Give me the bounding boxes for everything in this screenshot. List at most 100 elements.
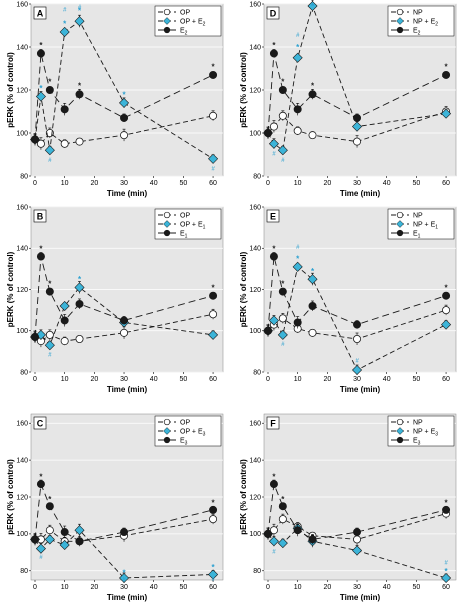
x-tick-label: 0 bbox=[266, 180, 270, 187]
data-point bbox=[44, 340, 55, 351]
legend-label: NP bbox=[413, 420, 423, 427]
data-point bbox=[268, 536, 279, 547]
x-tick-label: 10 bbox=[294, 180, 302, 187]
data-point bbox=[278, 86, 287, 95]
data-point bbox=[263, 529, 272, 538]
data-point bbox=[36, 252, 45, 261]
y-tick-label: 120 bbox=[16, 494, 28, 501]
data-point bbox=[208, 153, 219, 164]
significance-marker: # bbox=[211, 166, 215, 172]
legend-marker bbox=[396, 229, 404, 237]
legend-subscript: 2 bbox=[203, 21, 206, 27]
x-tick-label: 50 bbox=[179, 376, 187, 383]
legend-marker bbox=[163, 220, 171, 228]
legend-subscript: 3 bbox=[435, 431, 438, 437]
data-point bbox=[74, 282, 85, 293]
data-point bbox=[45, 86, 54, 95]
legend-subscript: 2 bbox=[435, 21, 438, 27]
significance-marker: # bbox=[281, 158, 285, 164]
data-point bbox=[442, 505, 451, 514]
x-tick-label: 20 bbox=[90, 376, 98, 383]
data-point bbox=[277, 538, 288, 549]
x-tick-label: 30 bbox=[120, 376, 128, 383]
legend-label: E3 bbox=[180, 438, 188, 447]
x-tick-label: 10 bbox=[61, 180, 69, 187]
legend-label: OP bbox=[180, 10, 190, 17]
data-point bbox=[293, 105, 302, 114]
significance-marker: * bbox=[311, 267, 315, 276]
x-tick-label: 50 bbox=[412, 376, 420, 383]
panel-a: 80 100 120 140 160 0 10 20 30 40 50 60 Time (min) pER… bbox=[6, 1, 224, 198]
y-tick-label: 120 bbox=[249, 287, 261, 294]
legend-label: NP bbox=[413, 10, 423, 17]
data-point bbox=[442, 291, 451, 300]
significance-marker: * bbox=[39, 84, 43, 93]
y-tick-label: 160 bbox=[249, 1, 261, 8]
x-tick-label: 10 bbox=[294, 376, 302, 383]
data-point bbox=[209, 310, 218, 319]
data-point bbox=[442, 306, 451, 315]
x-tick-label: 10 bbox=[61, 376, 69, 383]
panel-label: B bbox=[37, 212, 44, 222]
legend-marker bbox=[396, 427, 404, 435]
data-point bbox=[45, 287, 54, 296]
significance-marker: * bbox=[39, 244, 43, 253]
x-tick-label: 30 bbox=[120, 584, 128, 591]
significance-marker: * bbox=[296, 255, 300, 264]
panel-c: 80 100 120 140 160 0 10 20 30 40 50 60 Time (min) pER… bbox=[6, 413, 224, 602]
panel-d: 80 100 120 140 160 0 10 20 30 40 50 60 Time (min) pER… bbox=[239, 0, 457, 198]
legend-label: NP + E1 bbox=[413, 222, 438, 231]
x-tick-label: 50 bbox=[412, 584, 420, 591]
data-point bbox=[441, 319, 452, 330]
y-tick-label: 140 bbox=[16, 457, 28, 464]
data-point bbox=[36, 139, 45, 148]
data-point bbox=[308, 131, 317, 140]
significance-marker: * bbox=[63, 19, 67, 28]
data-point bbox=[278, 287, 287, 296]
legend-marker bbox=[163, 418, 171, 426]
panel-label-box bbox=[266, 6, 280, 20]
significance-marker: # bbox=[211, 577, 215, 583]
data-point bbox=[120, 113, 129, 122]
data-point bbox=[208, 569, 219, 580]
data-point bbox=[74, 525, 85, 536]
significance-marker: # bbox=[272, 151, 276, 157]
data-point bbox=[269, 252, 278, 261]
legend-label: E2 bbox=[180, 28, 188, 37]
x-tick-label: 40 bbox=[150, 584, 158, 591]
legend-subscript: 1 bbox=[185, 233, 188, 239]
y-tick-label: 140 bbox=[249, 44, 261, 51]
y-tick-label: 120 bbox=[249, 87, 261, 94]
y-tick-label: 160 bbox=[249, 204, 261, 211]
panel-b: 80 100 120 140 160 0 10 20 30 40 50 60 Time (min) pER… bbox=[6, 204, 224, 394]
data-point bbox=[209, 291, 218, 300]
legend-marker bbox=[396, 8, 404, 16]
x-tick-label: 60 bbox=[442, 376, 450, 383]
significance-marker: * bbox=[212, 563, 216, 572]
data-point bbox=[35, 543, 46, 554]
legend-subscript: 3 bbox=[418, 440, 421, 446]
panel-label-box bbox=[33, 416, 47, 430]
data-point bbox=[352, 364, 363, 376]
legend-subscript: 3 bbox=[185, 440, 188, 446]
y-tick-label: 160 bbox=[16, 1, 28, 8]
data-point bbox=[307, 274, 318, 285]
panel-e: 80 100 120 140 160 0 10 20 30 40 50 60 Time (min) pER… bbox=[239, 204, 457, 394]
y-tick-label: 80 bbox=[20, 568, 28, 575]
significance-marker: * bbox=[48, 279, 52, 288]
data-point bbox=[441, 108, 452, 119]
data-point bbox=[60, 139, 69, 148]
y-tick-label: 100 bbox=[16, 328, 28, 335]
y-tick-label: 160 bbox=[249, 421, 261, 428]
data-point bbox=[120, 328, 129, 337]
x-tick-label: 60 bbox=[209, 376, 217, 383]
y-tick-label: 100 bbox=[16, 130, 28, 137]
data-point bbox=[44, 145, 55, 156]
panel-label-box bbox=[33, 6, 47, 20]
panel-label: A bbox=[37, 9, 44, 19]
y-tick-label: 140 bbox=[249, 457, 261, 464]
y-tick-label: 160 bbox=[16, 421, 28, 428]
significance-marker: * bbox=[212, 499, 216, 508]
